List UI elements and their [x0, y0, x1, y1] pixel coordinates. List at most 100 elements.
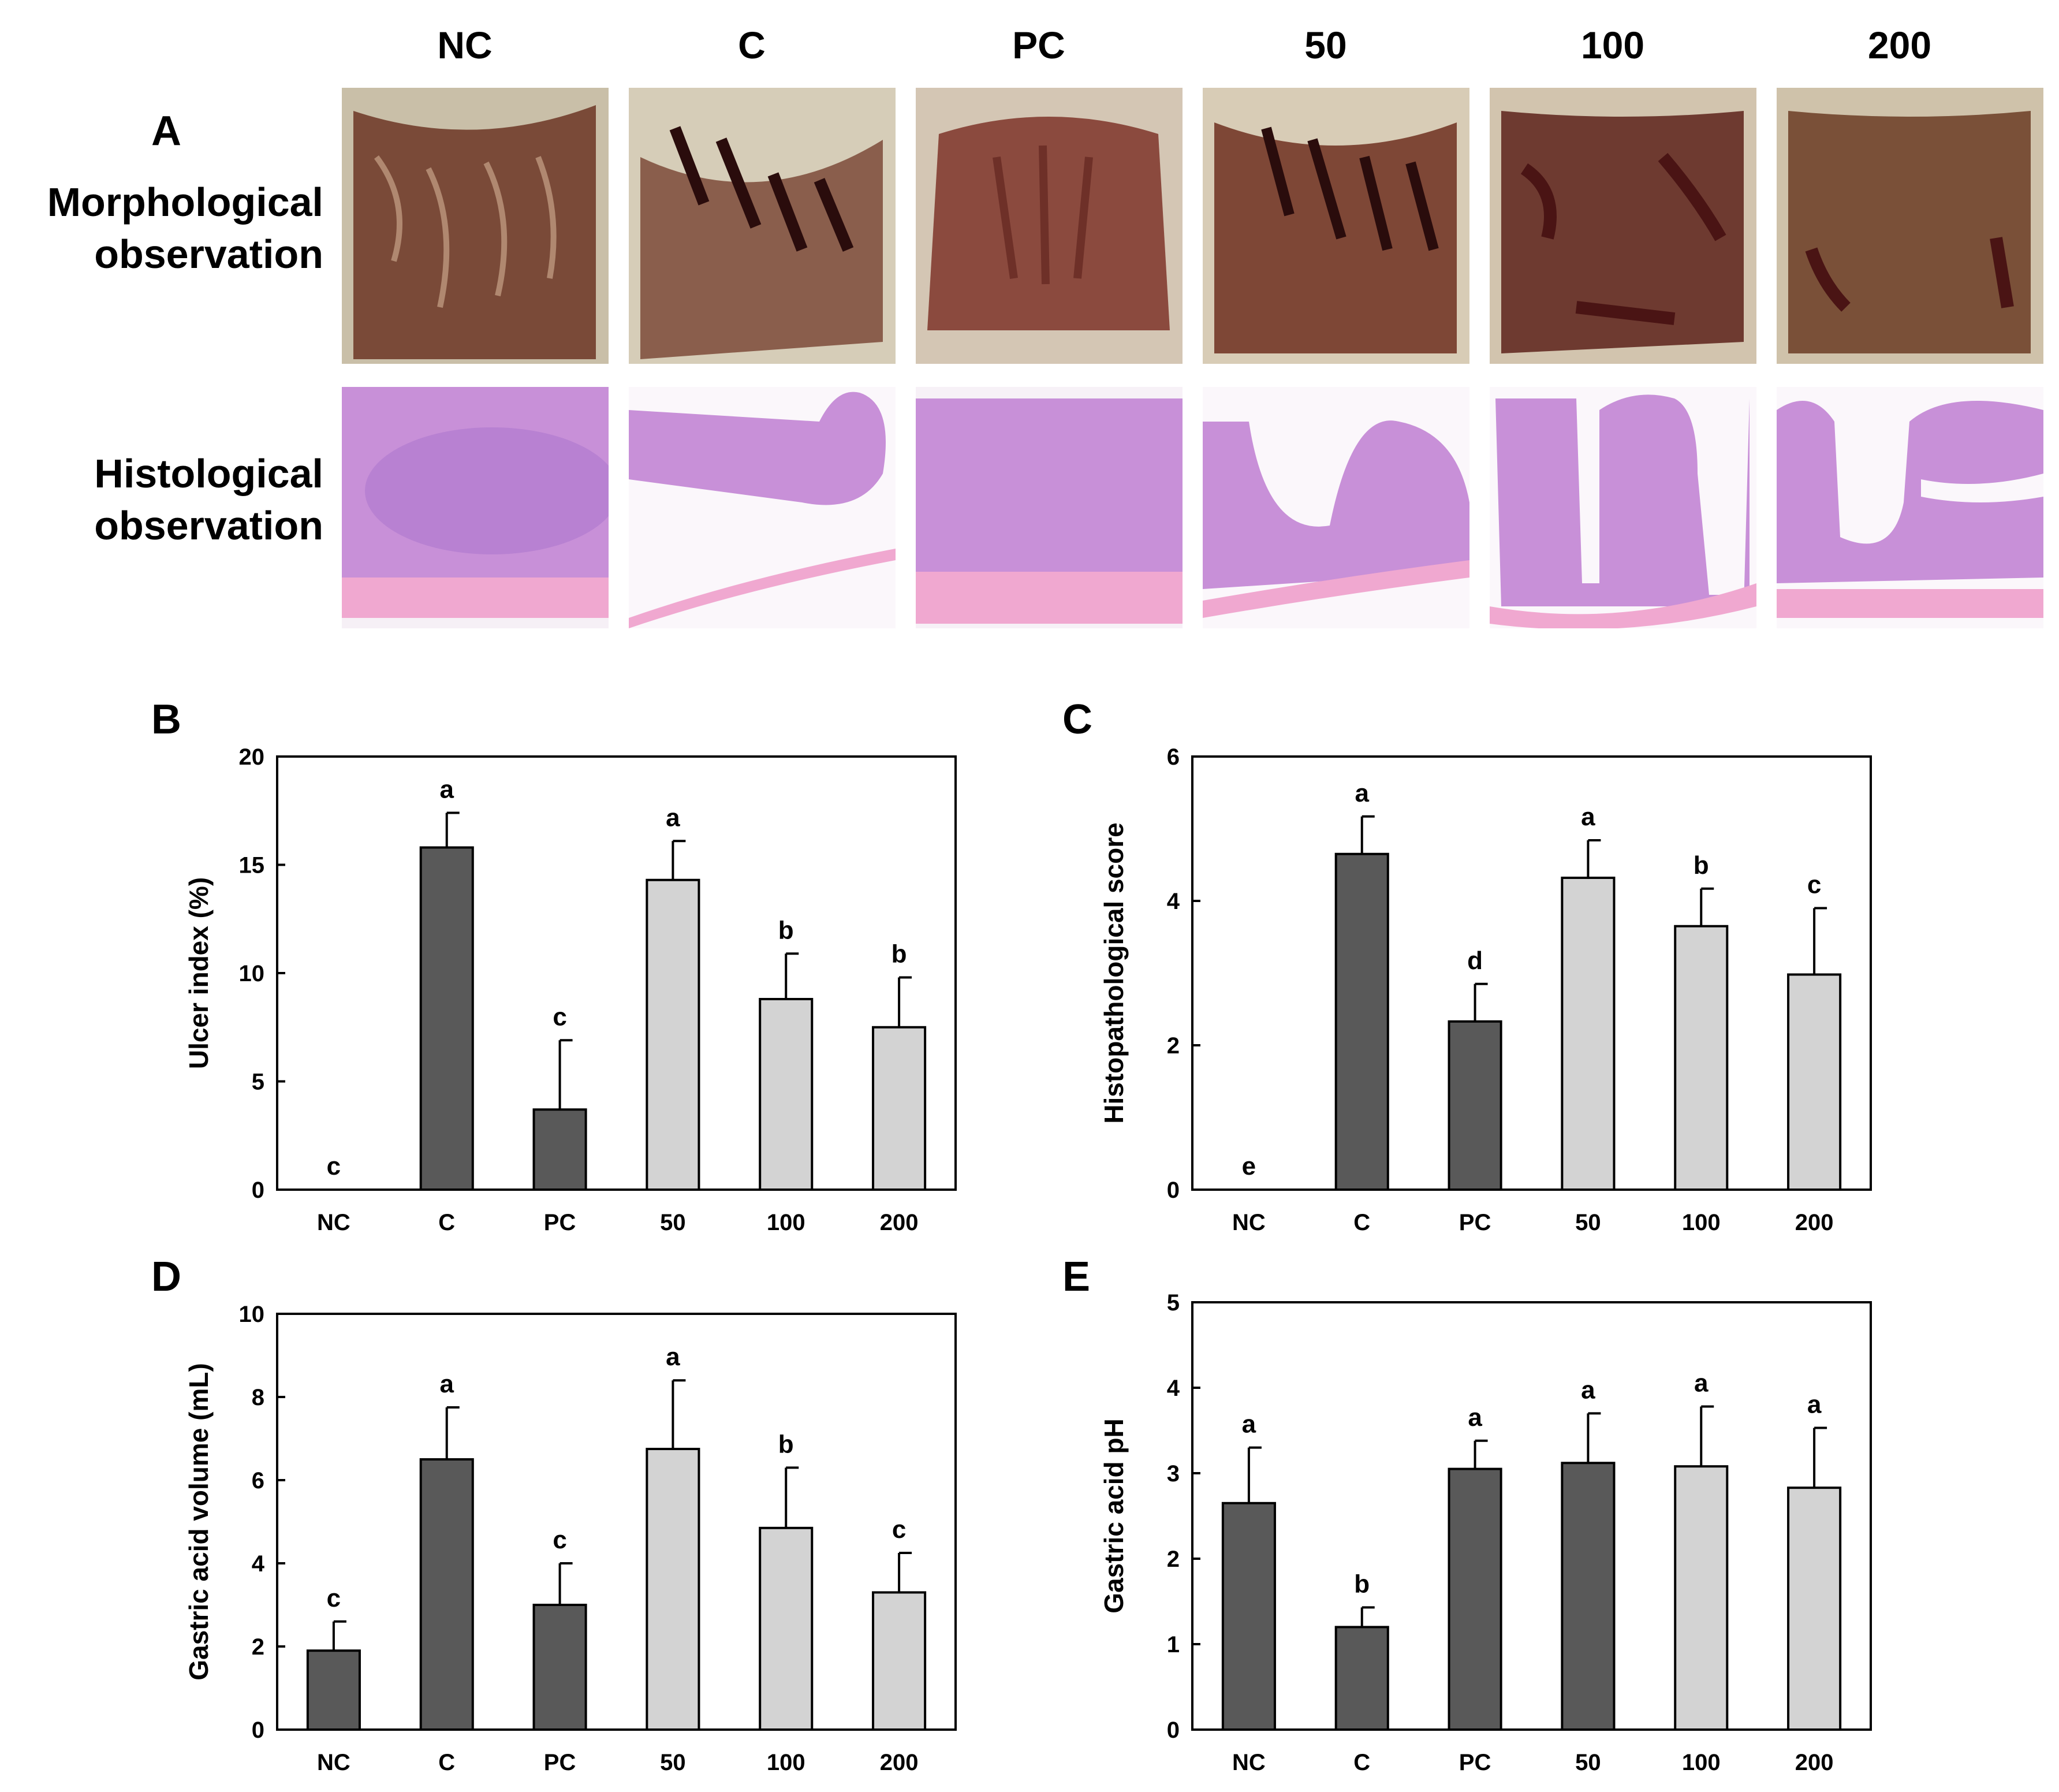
histology-image-c	[629, 387, 896, 628]
y-tick-label: 4	[1167, 1376, 1180, 1401]
significance-letter-NC: c	[327, 1152, 341, 1180]
histological-label-line1: Histological	[94, 451, 323, 496]
significance-letter-100: a	[1694, 1369, 1709, 1398]
morphological-label-line1: Morphological	[47, 180, 323, 225]
x-tick-label-NC: NC	[317, 1750, 350, 1775]
histology-image-nc	[342, 387, 609, 628]
plot-frame	[276, 1313, 957, 1731]
column-header-c: C	[738, 24, 766, 66]
x-tick-label-NC: NC	[317, 1210, 350, 1235]
x-tick-label-100: 100	[767, 1210, 805, 1235]
y-tick-label: 5	[1167, 1290, 1180, 1316]
column-header-pc: PC	[1012, 24, 1065, 66]
significance-letter-NC: e	[1242, 1152, 1256, 1180]
bar-200	[872, 1591, 927, 1731]
column-header-100: 100	[1580, 24, 1645, 66]
x-tick-label-C: C	[1353, 1210, 1370, 1235]
bar-100	[1674, 925, 1729, 1191]
panel-letter-e: E	[1062, 1254, 1091, 1300]
y-tick-label: 0	[1167, 1178, 1180, 1203]
panel-letter-c: C	[1062, 696, 1092, 743]
significance-letter-100: b	[778, 916, 794, 944]
significance-letter-50: a	[666, 803, 680, 832]
y-axis-label: Gastric acid pH	[1099, 1418, 1129, 1613]
bar-200	[1787, 1486, 1842, 1731]
histology-image-200	[1777, 387, 2043, 628]
y-tick-label: 2	[1167, 1547, 1180, 1572]
column-header-200: 200	[1867, 24, 1932, 66]
bar-C	[1334, 1626, 1389, 1731]
bar-50	[1561, 877, 1616, 1191]
y-tick-label: 3	[1167, 1461, 1180, 1486]
x-tick-label-100: 100	[767, 1750, 805, 1775]
bar-C	[1334, 852, 1389, 1191]
y-tick-label: 4	[252, 1551, 265, 1577]
bar-PC	[1448, 1467, 1502, 1731]
x-tick-label-C: C	[438, 1750, 455, 1775]
bar-C	[419, 1458, 474, 1731]
y-tick-label: 20	[239, 744, 265, 770]
significance-letter-200: c	[892, 1515, 906, 1544]
chart-b: 0 5 10 15 20 Ulcer index (%) c NC a Cc PC a 50 b 100 b 2…	[184, 744, 957, 1235]
panel-letter-d: D	[151, 1254, 181, 1300]
y-tick-label: 10	[239, 961, 265, 986]
x-tick-label-PC: PC	[544, 1210, 576, 1235]
stomach-photo-50	[1203, 88, 1469, 364]
significance-letter-100: b	[1694, 851, 1709, 880]
y-tick-label: 4	[1167, 889, 1180, 914]
bar-PC	[532, 1604, 587, 1731]
panel-letter-a: A	[151, 108, 181, 154]
x-tick-label-50: 50	[1575, 1750, 1601, 1775]
y-tick-label: 2	[252, 1634, 264, 1660]
significance-letter-C: a	[440, 1370, 454, 1398]
histology-image-pc	[916, 387, 1183, 628]
bar-200	[1787, 973, 1842, 1191]
significance-letter-200: c	[1807, 871, 1821, 899]
stomach-photo-100	[1490, 88, 1756, 364]
chart-e: 0 1 2 3 4 5 Gastric acid pH a NC b Ca PC a 50 a 100 a 200	[1099, 1290, 1872, 1775]
x-tick-label-50: 50	[660, 1210, 686, 1235]
x-tick-label-200: 200	[1795, 1750, 1834, 1775]
bar-200	[872, 1026, 927, 1191]
significance-letter-200: b	[892, 940, 907, 968]
chart-d: 0 2 4 6 8 10 Gastric acid volume (mL) c NC a Cc PC a…	[184, 1302, 957, 1775]
significance-letter-NC: c	[327, 1584, 341, 1612]
histological-label: Histological observation	[0, 448, 323, 552]
bar-100	[1674, 1465, 1729, 1731]
y-tick-label: 0	[252, 1718, 264, 1743]
bar-PC	[532, 1108, 587, 1191]
y-tick-label: 8	[252, 1385, 264, 1410]
y-tick-label: 15	[239, 853, 265, 878]
stomach-photo-c	[629, 88, 896, 364]
y-tick-label: 2	[1167, 1033, 1180, 1059]
bar-PC	[1448, 1020, 1502, 1191]
x-tick-label-NC: NC	[1232, 1750, 1266, 1775]
y-axis-label: Gastric acid volume (mL)	[184, 1363, 214, 1681]
y-tick-label: 10	[239, 1302, 265, 1327]
y-tick-label: 0	[1167, 1718, 1180, 1743]
chart-c: 0 2 4 6 Histopathological score e NC a Cd PC a 50 b 1…	[1099, 744, 1872, 1235]
plot-frame	[1191, 1301, 1872, 1731]
x-tick-label-C: C	[1353, 1750, 1370, 1775]
bar-C	[419, 846, 474, 1191]
significance-letter-C: a	[1355, 779, 1370, 807]
x-tick-label-50: 50	[1575, 1210, 1601, 1235]
x-tick-label-200: 200	[1795, 1210, 1834, 1235]
bar-50	[1561, 1462, 1616, 1731]
stomach-photo-nc	[342, 88, 609, 364]
y-tick-label: 6	[1167, 744, 1180, 770]
column-header-50: 50	[1304, 24, 1347, 66]
significance-letter-100: b	[778, 1430, 794, 1458]
x-tick-label-C: C	[438, 1210, 455, 1235]
x-tick-label-PC: PC	[1459, 1750, 1491, 1775]
bar-50	[646, 878, 700, 1191]
histology-image-100	[1490, 387, 1756, 628]
histology-image-50	[1203, 387, 1469, 628]
bar-50	[646, 1448, 700, 1731]
bar-NC	[1221, 1502, 1276, 1731]
x-tick-label-100: 100	[1682, 1750, 1721, 1775]
y-axis-label: Ulcer index (%)	[184, 877, 214, 1069]
morphological-label-line2: observation	[94, 232, 323, 277]
y-tick-label: 5	[252, 1070, 264, 1095]
